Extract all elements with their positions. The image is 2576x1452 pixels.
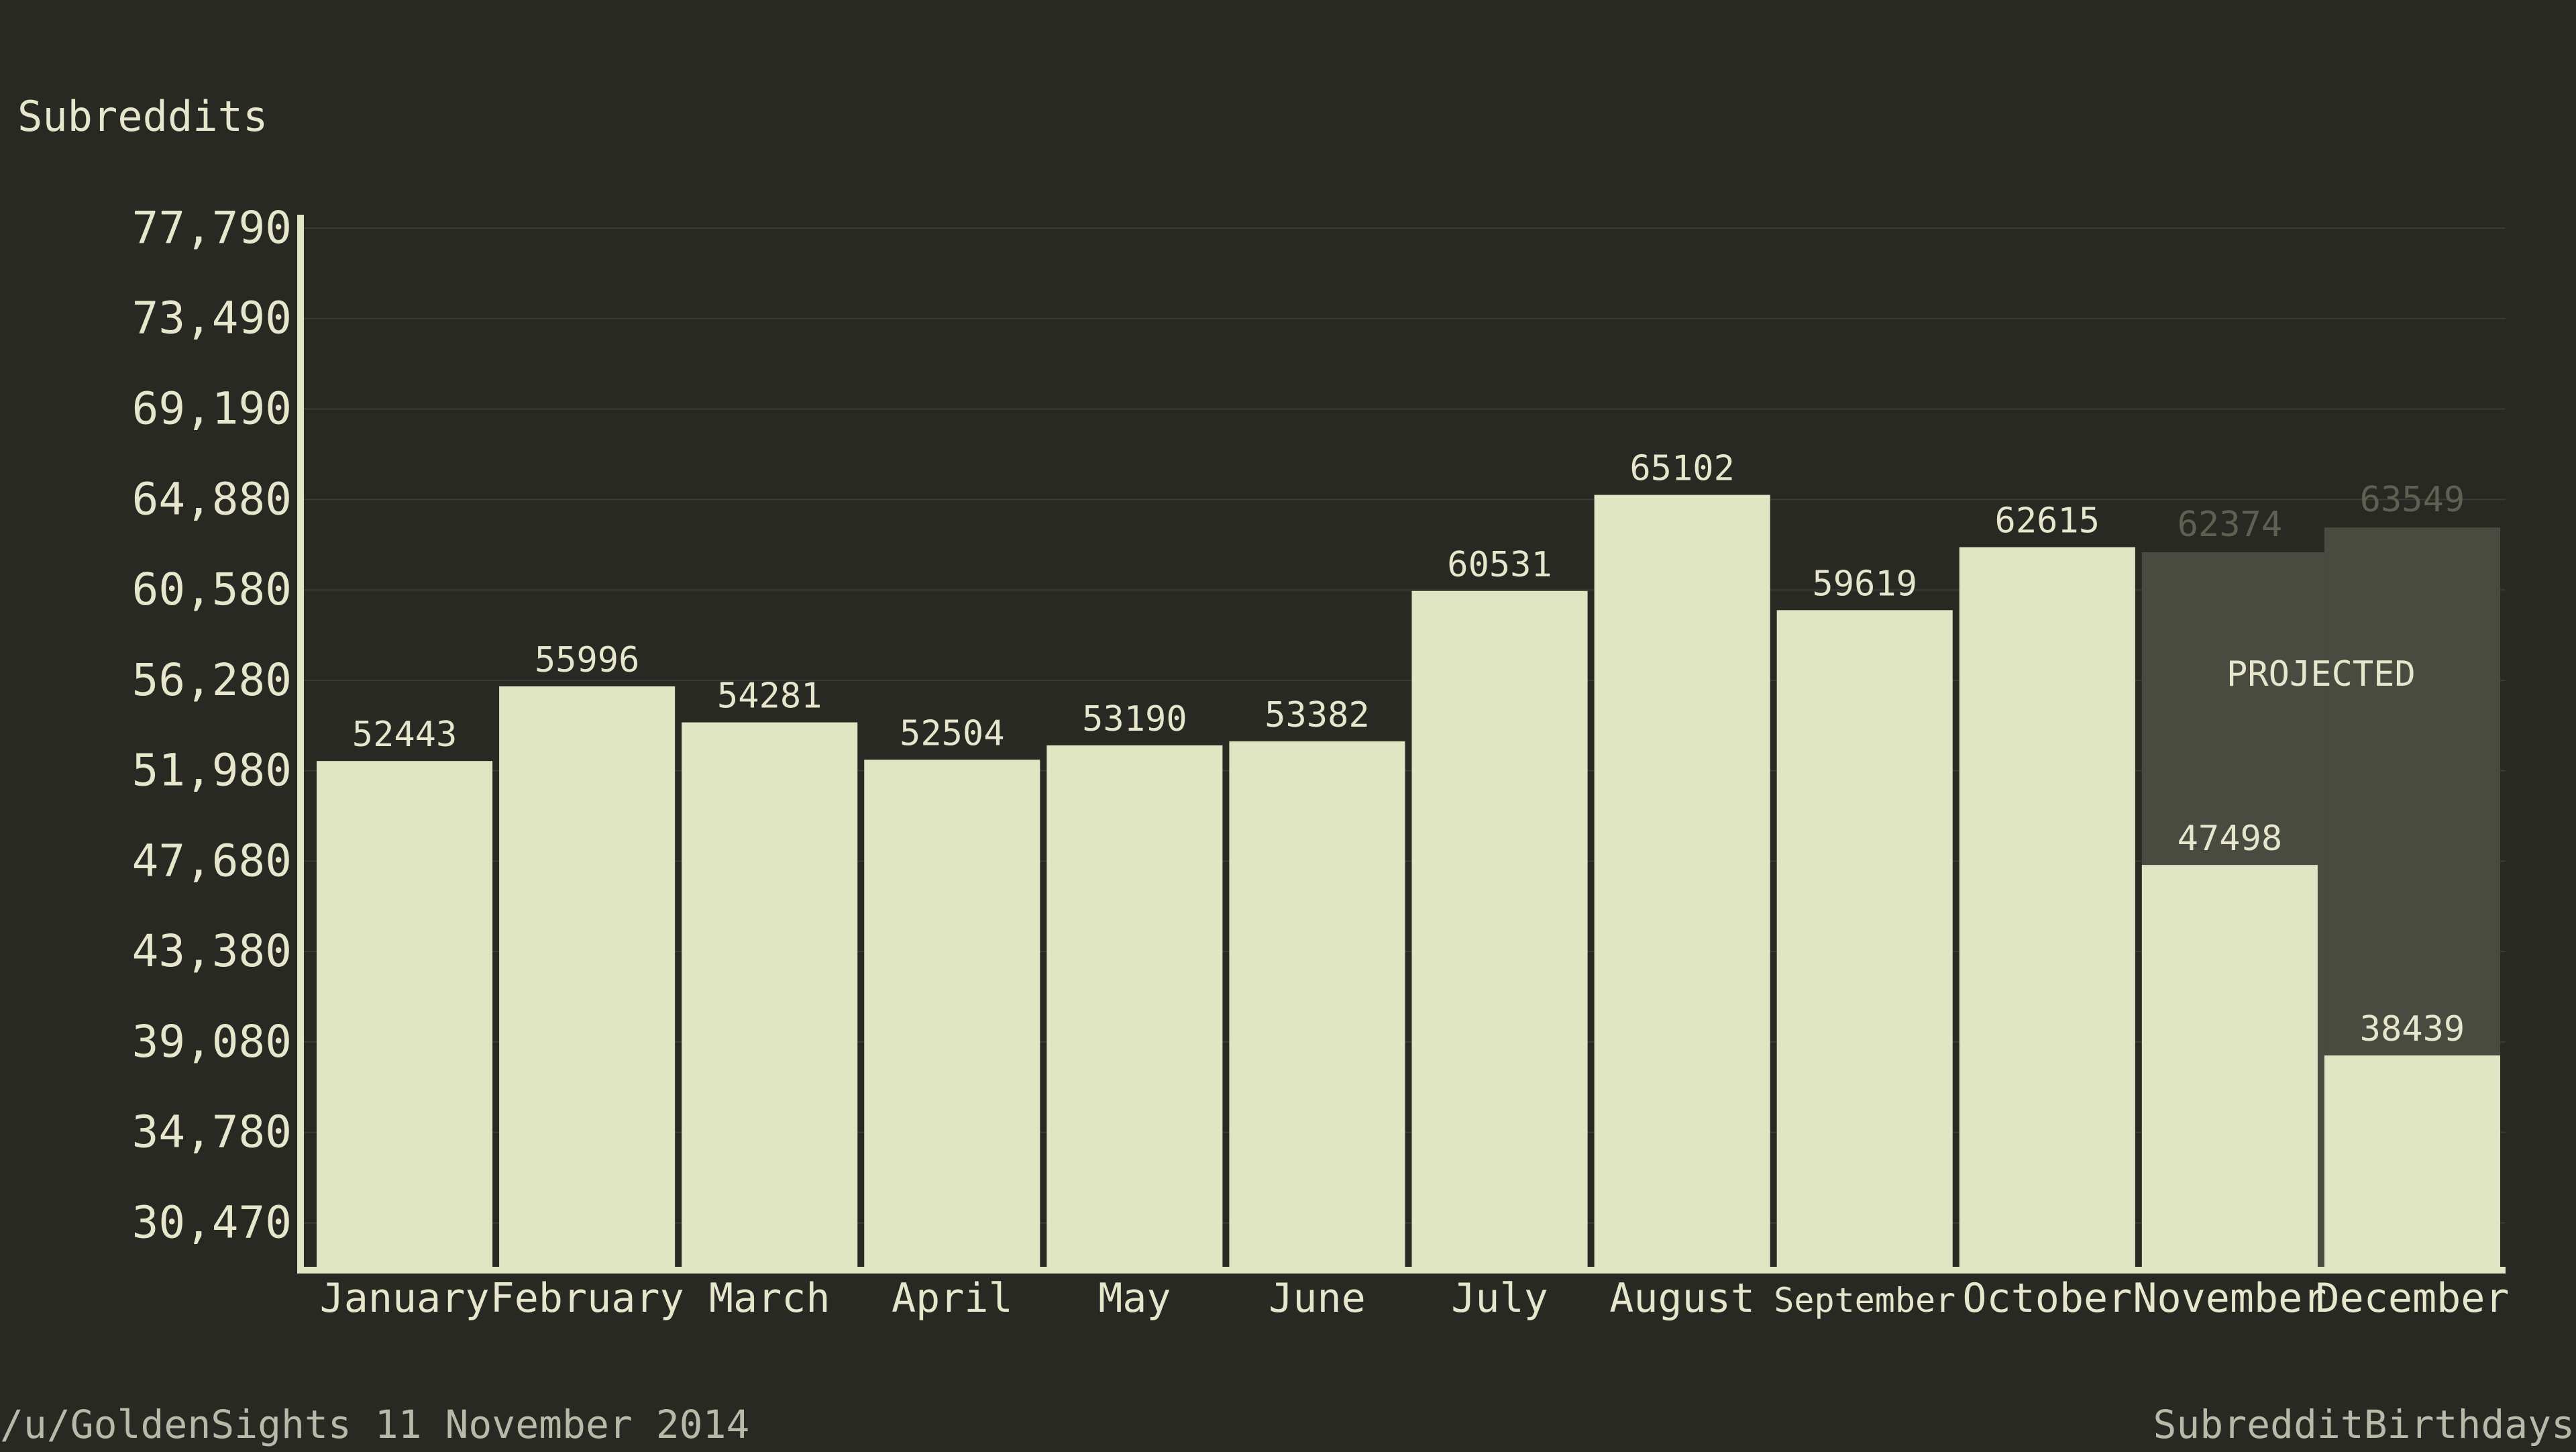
chart-text: Subreddits /u/GoldenSights 11 November 2… xyxy=(0,92,2575,1447)
y-tick-label: 43,380 xyxy=(132,925,292,977)
bar-value-label: 53382 xyxy=(1265,695,1370,735)
y-tick-label: 30,470 xyxy=(132,1197,292,1249)
x-tick-label: September xyxy=(1774,1281,1955,1320)
y-tick-label: 56,280 xyxy=(132,654,292,706)
bar-value-label: 62615 xyxy=(1995,501,2100,541)
x-tick-label: February xyxy=(490,1275,684,1322)
bar-value-label: 47498 xyxy=(2178,819,2283,859)
bar xyxy=(1046,745,1223,1268)
x-tick-label: March xyxy=(709,1275,830,1322)
bar xyxy=(1959,547,2135,1269)
x-tick-label: April xyxy=(892,1275,1013,1322)
bar-value-label: 52443 xyxy=(352,715,458,755)
y-tick-label: 73,490 xyxy=(132,293,292,344)
y-tick-label: 47,680 xyxy=(132,835,292,886)
bar xyxy=(499,686,676,1268)
y-tick-label: 34,780 xyxy=(132,1106,292,1158)
y-tick-label: 39,080 xyxy=(132,1016,292,1068)
bar-value-label: 55996 xyxy=(535,640,640,680)
y-tick-label: 60,580 xyxy=(132,564,292,615)
bar xyxy=(1411,590,1588,1268)
bars xyxy=(317,495,2500,1269)
bar-value-label: 53190 xyxy=(1082,699,1187,739)
x-tick-label: August xyxy=(1609,1275,1755,1322)
x-tick-label: December xyxy=(2315,1275,2509,1322)
bar-value-label: 59619 xyxy=(1812,564,1917,604)
x-tick-label: June xyxy=(1269,1275,1366,1322)
bar xyxy=(1776,610,1953,1268)
y-tick-label: 51,980 xyxy=(132,745,292,796)
x-tick-label: May xyxy=(1098,1275,1171,1322)
axes xyxy=(297,215,2506,1274)
bar xyxy=(1594,495,1770,1268)
y-tick-label: 64,880 xyxy=(132,473,292,525)
x-tick-label: November xyxy=(2133,1275,2326,1322)
x-tick-label: October xyxy=(1962,1275,2132,1322)
bar xyxy=(864,760,1040,1268)
bar-value-label: 52504 xyxy=(900,713,1005,754)
bar xyxy=(682,722,858,1268)
bar xyxy=(317,761,493,1268)
bar-value-label: 54281 xyxy=(717,676,822,717)
bar-value-label: 65102 xyxy=(1629,449,1735,489)
footer-brand: SubredditBirthdays xyxy=(2153,1402,2575,1447)
bar xyxy=(2324,1055,2500,1268)
projected-label: PROJECTED xyxy=(2226,654,2416,694)
footer-credit: /u/GoldenSights 11 November 2014 xyxy=(0,1402,749,1447)
bar xyxy=(1229,741,1405,1268)
x-tick-label: July xyxy=(1451,1275,1548,1322)
y-axis-title: Subreddits xyxy=(17,92,268,141)
x-tick-label: January xyxy=(320,1275,490,1322)
y-tick-label: 69,190 xyxy=(132,382,292,434)
projected-value-label: 63549 xyxy=(2360,480,2465,520)
bar-value-label: 38439 xyxy=(2360,1009,2465,1049)
bar-value-label: 60531 xyxy=(1447,545,1552,585)
projected-value-label: 62374 xyxy=(2178,505,2283,545)
bar xyxy=(2141,865,2318,1268)
y-tick-label: 77,790 xyxy=(132,202,292,254)
